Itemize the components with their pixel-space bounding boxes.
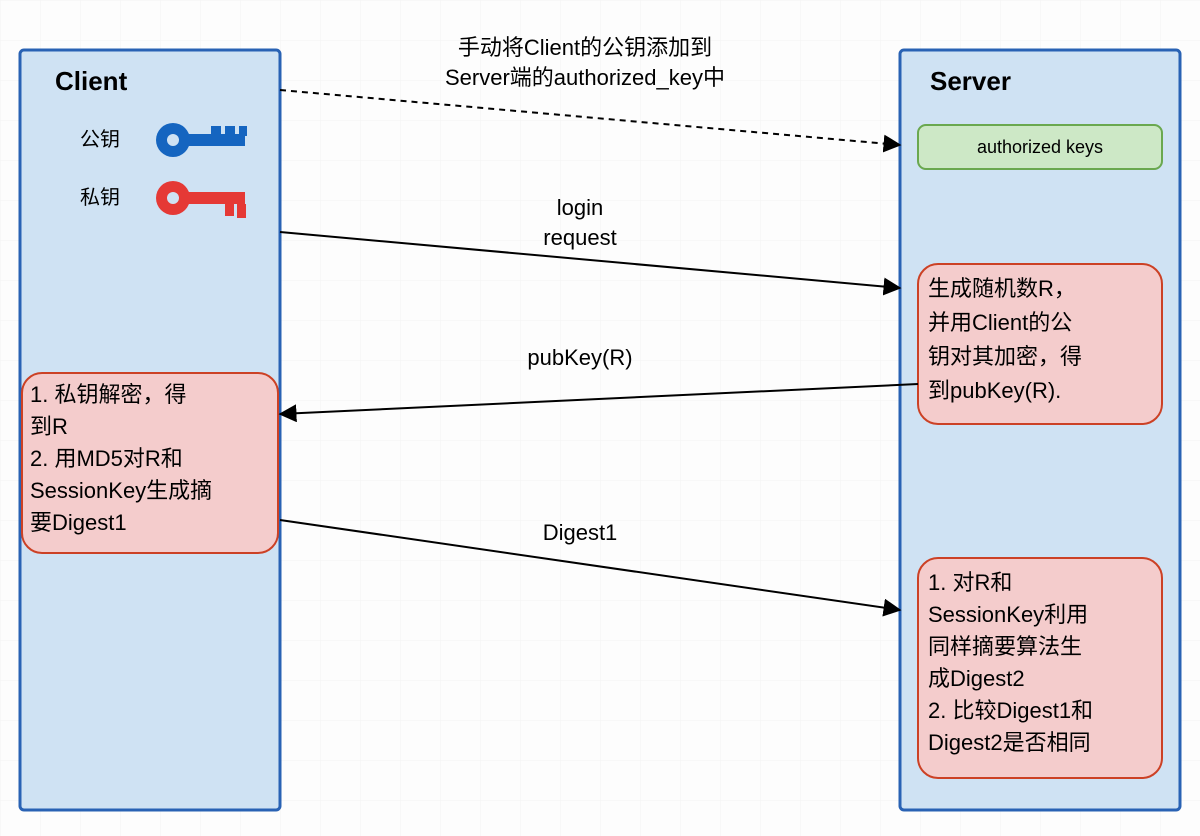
public-key-label: 公钥 [80, 128, 120, 151]
client-step-line: 2. 用MD5对R和 [30, 446, 183, 471]
server-step2-line: 2. 比较Digest1和 [928, 698, 1093, 723]
server-step1-line: 到pubKey(R). [928, 378, 1061, 403]
client-step-line: 到R [30, 414, 68, 439]
ssh-auth-diagram: Client 公钥 私钥 1. 私钥解密，得 到R 2. 用MD5对R和 Ses… [0, 0, 1200, 836]
authorized-keys-label: authorized keys [977, 137, 1103, 157]
edge-manual-add-label: 手动将Client的公钥添加到 [458, 35, 712, 60]
edge-digest1-label: Digest1 [543, 520, 618, 545]
server-step2-box: 1. 对R和 SessionKey利用 同样摘要算法生 成Digest2 2. … [918, 558, 1162, 778]
server-step2-line: Digest2是否相同 [928, 730, 1091, 755]
client-title: Client [55, 66, 128, 96]
server-step1-line: 钥对其加密，得 [928, 344, 1082, 369]
server-step1-box: 生成随机数R， 并用Client的公 钥对其加密，得 到pubKey(R). [918, 264, 1162, 424]
server-step2-line: 成Digest2 [928, 666, 1025, 691]
edge-login-label: login [557, 195, 603, 220]
private-key-label: 私钥 [80, 186, 120, 209]
server-title: Server [930, 66, 1011, 96]
client-step-line: SessionKey生成摘 [30, 478, 212, 503]
server-step2-line: SessionKey利用 [928, 602, 1088, 627]
client-step-line: 要Digest1 [30, 510, 127, 535]
edge-login-label: request [543, 225, 616, 250]
client-step-line: 1. 私钥解密，得 [30, 382, 186, 407]
server-step1-line: 并用Client的公 [928, 310, 1072, 335]
client-step-box: 1. 私钥解密，得 到R 2. 用MD5对R和 SessionKey生成摘 要D… [22, 373, 278, 553]
edge-pubkey-label: pubKey(R) [527, 345, 632, 370]
server-step2-line: 1. 对R和 [928, 570, 1012, 595]
server-step1-line: 生成随机数R， [928, 276, 1076, 301]
edge-manual-add-label: Server端的authorized_key中 [445, 65, 725, 90]
server-step2-line: 同样摘要算法生 [928, 634, 1082, 659]
